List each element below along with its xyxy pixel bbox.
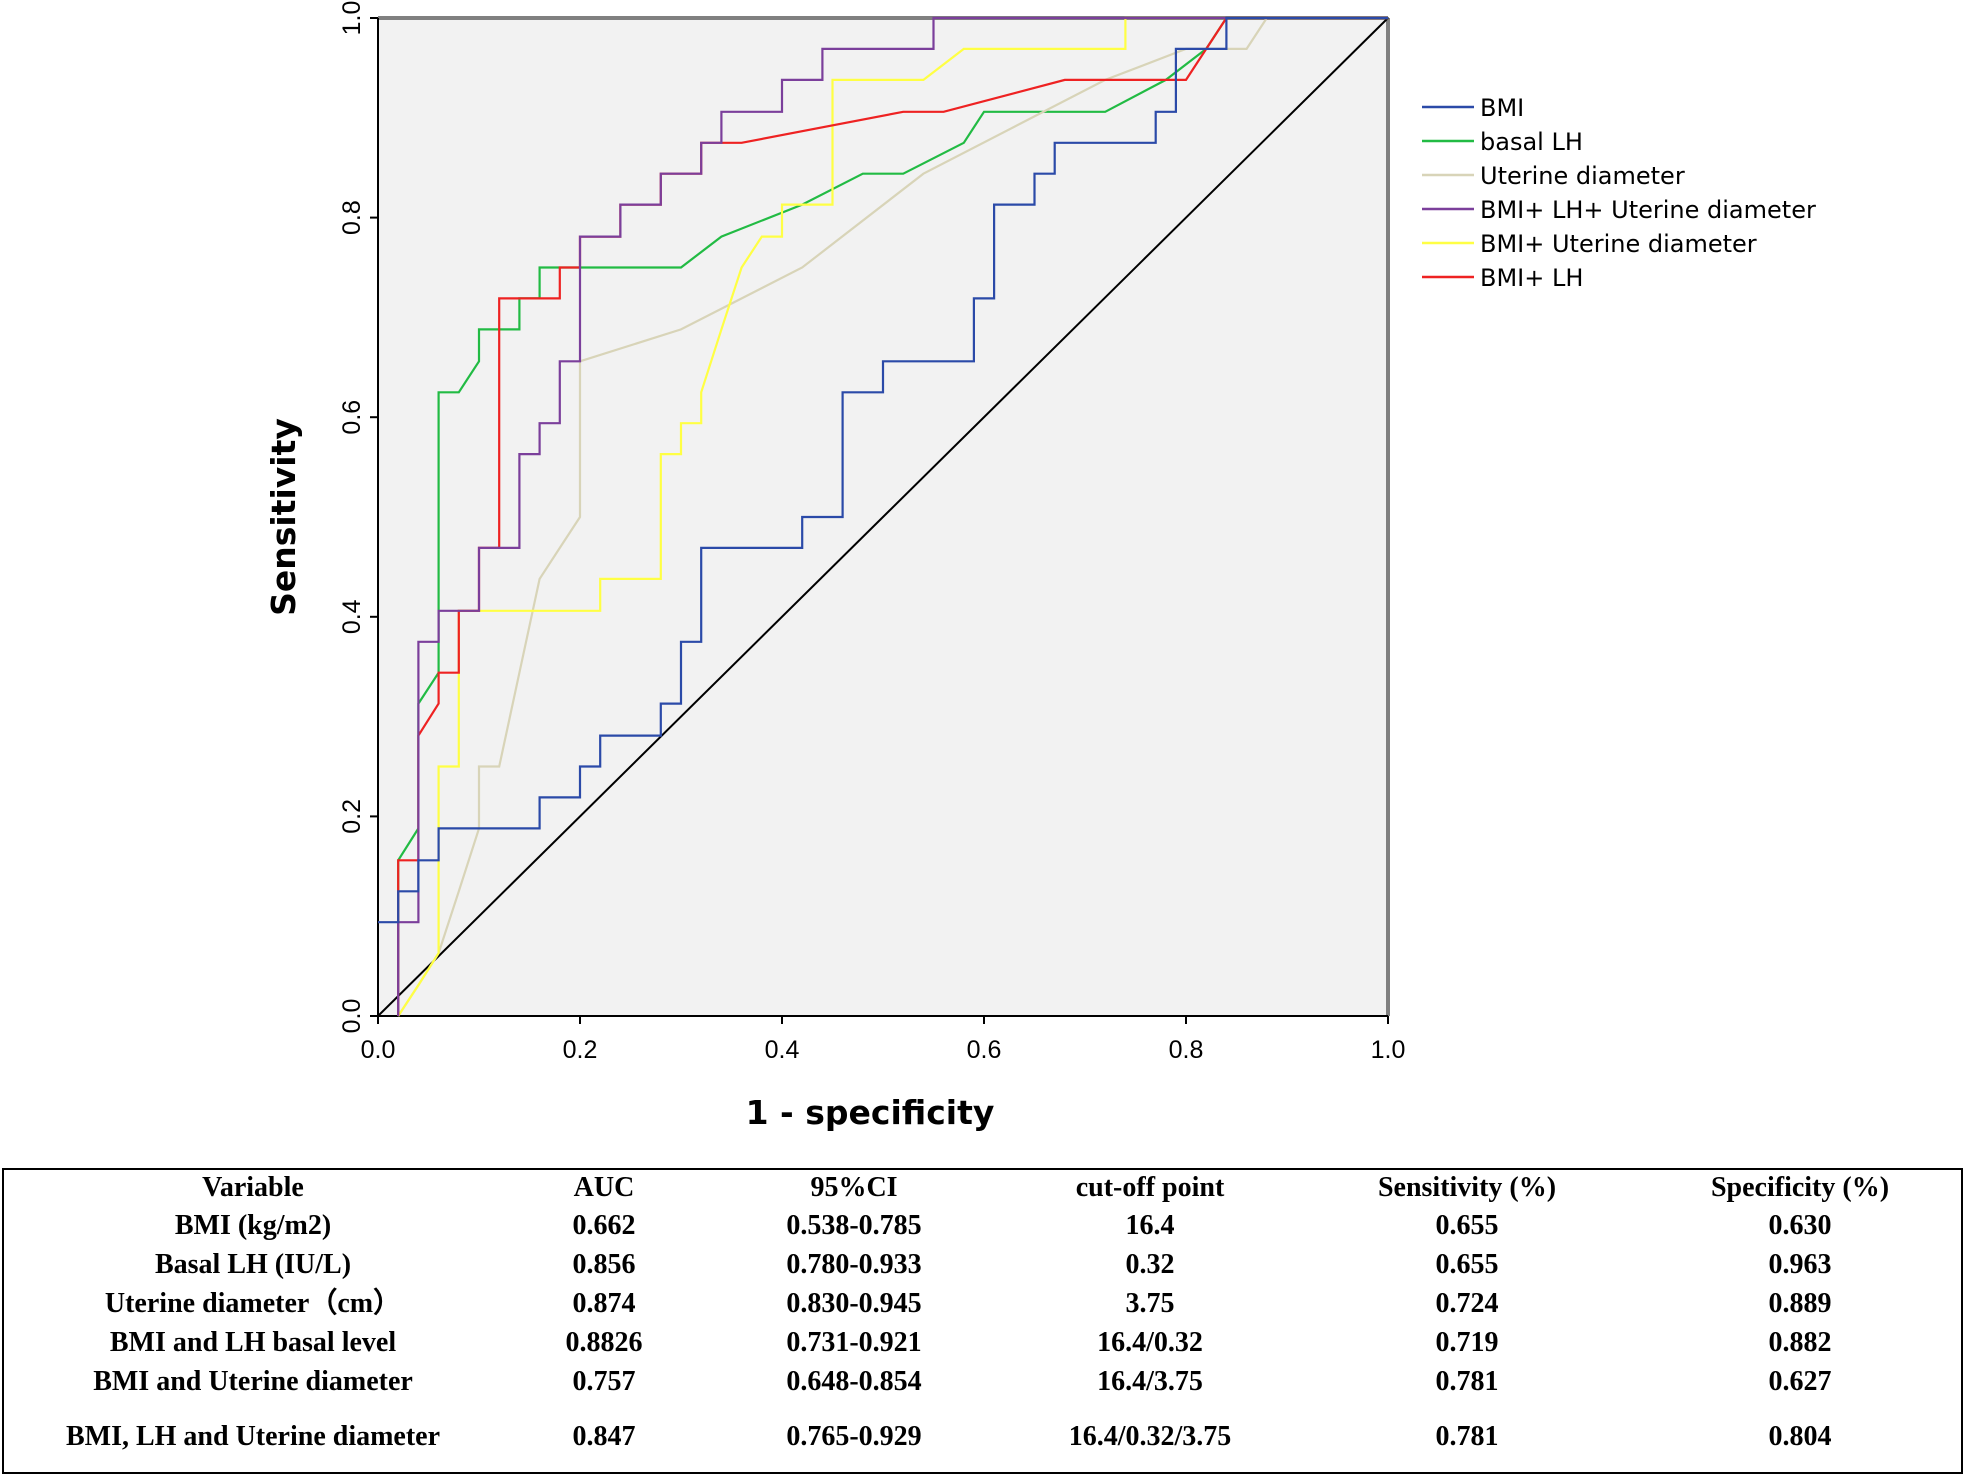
cell-auc: 0.8826 bbox=[565, 1327, 643, 1358]
table-header-row: Variable AUC 95%CI cut-off point Sensiti… bbox=[4, 1170, 1961, 1206]
cell-specificity: 0.804 bbox=[1768, 1421, 1832, 1452]
cell-sensitivity: 0.719 bbox=[1435, 1327, 1499, 1358]
header-specificity: Specificity (%) bbox=[1710, 1172, 1890, 1203]
cell-specificity: 0.630 bbox=[1768, 1210, 1832, 1241]
cell-cutoff: 16.4 bbox=[1125, 1210, 1175, 1241]
legend-label-bmi-lh: BMI+ LH bbox=[1480, 264, 1583, 292]
table-row: BMI, LH and Uterine diameter 0.847 0.765… bbox=[4, 1419, 1961, 1455]
header-cutoff: cut-off point bbox=[1075, 1172, 1225, 1203]
table-row: BMI (kg/m2) 0.662 0.538-0.785 16.4 0.655… bbox=[4, 1208, 1961, 1244]
cell-cutoff: 16.4/3.75 bbox=[1097, 1366, 1203, 1397]
series-line-uterine-diameter bbox=[397, 16, 1388, 1017]
table-row: BMI and Uterine diameter 0.757 0.648-0.8… bbox=[4, 1364, 1961, 1400]
table-row: BMI and LH basal level 0.8826 0.731-0.92… bbox=[4, 1325, 1961, 1361]
series-line-bmi bbox=[378, 16, 1388, 924]
x-tick-label: 1.0 bbox=[1371, 1036, 1406, 1064]
header-sensitivity: Sensitivity (%) bbox=[1377, 1172, 1557, 1203]
cell-variable: BMI and LH basal level bbox=[109, 1327, 397, 1358]
table-row: Basal LH (IU/L) 0.856 0.780-0.933 0.32 0… bbox=[4, 1247, 1961, 1283]
cell-auc: 0.847 bbox=[572, 1421, 636, 1452]
x-tick-label: 0.4 bbox=[765, 1036, 800, 1064]
legend-label-uterine-diameter: Uterine diameter bbox=[1480, 162, 1685, 190]
header-auc: AUC bbox=[573, 1172, 635, 1203]
cell-auc: 0.757 bbox=[572, 1366, 636, 1397]
cell-cutoff: 16.4/0.32/3.75 bbox=[1068, 1421, 1232, 1452]
cell-cutoff: 16.4/0.32 bbox=[1097, 1327, 1203, 1358]
header-ci: 95%CI bbox=[810, 1172, 898, 1203]
cell-cutoff: 3.75 bbox=[1125, 1288, 1175, 1319]
cell-sensitivity: 0.724 bbox=[1435, 1288, 1499, 1319]
cell-variable: BMI, LH and Uterine diameter bbox=[65, 1421, 441, 1452]
cell-ci: 0.731-0.921 bbox=[786, 1327, 922, 1358]
x-tick-label: 0.2 bbox=[563, 1036, 598, 1064]
cell-sensitivity: 0.655 bbox=[1435, 1210, 1499, 1241]
cell-ci: 0.830-0.945 bbox=[786, 1288, 922, 1319]
cell-ci: 0.765-0.929 bbox=[786, 1421, 922, 1452]
series-line-bmi-uterine-diameter bbox=[397, 16, 1388, 1017]
x-tick-label: 0.8 bbox=[1169, 1036, 1204, 1064]
cell-ci: 0.648-0.854 bbox=[786, 1366, 922, 1397]
legend-label-bmi-uterine-diameter: BMI+ Uterine diameter bbox=[1480, 230, 1757, 258]
cell-auc: 0.856 bbox=[572, 1249, 636, 1280]
roc-series-group bbox=[378, 16, 1388, 1017]
cell-ci: 0.780-0.933 bbox=[786, 1249, 922, 1280]
cell-specificity: 0.882 bbox=[1768, 1327, 1832, 1358]
y-axis-ticks: 0.0 0.2 0.4 0.6 0.8 1.0 bbox=[338, 1, 378, 1034]
results-table: Variable AUC 95%CI cut-off point Sensiti… bbox=[2, 1168, 1963, 1474]
y-tick-label: 0.0 bbox=[338, 999, 366, 1034]
cell-cutoff: 0.32 bbox=[1125, 1249, 1175, 1280]
cell-variable: BMI and Uterine diameter bbox=[93, 1366, 413, 1397]
x-tick-label: 0.0 bbox=[361, 1036, 396, 1064]
y-tick-label: 0.6 bbox=[338, 400, 366, 435]
x-axis-title: 1 - specificity bbox=[746, 1093, 995, 1132]
y-tick-label: 0.2 bbox=[338, 799, 366, 834]
roc-chart: 0.0 0.2 0.4 0.6 0.8 1.0 0.0 0.2 0.4 0.6 0.8 1.0 1 … bbox=[264, 1, 1816, 1132]
legend: BMI basal LH Uterine diameter BMI+ LH+ Uter… bbox=[1422, 94, 1816, 292]
x-tick-label: 0.6 bbox=[967, 1036, 1002, 1064]
y-axis-title: Sensitivity bbox=[264, 418, 303, 616]
cell-auc: 0.662 bbox=[572, 1210, 636, 1241]
x-axis-ticks: 0.0 0.2 0.4 0.6 0.8 1.0 bbox=[361, 1016, 1406, 1064]
legend-label-bmi: BMI bbox=[1480, 94, 1524, 122]
cell-specificity: 0.627 bbox=[1768, 1366, 1832, 1397]
cell-specificity: 0.889 bbox=[1768, 1288, 1832, 1319]
header-variable: Variable bbox=[202, 1172, 304, 1203]
cell-variable: Basal LH (IU/L) bbox=[154, 1249, 352, 1280]
y-tick-label: 1.0 bbox=[338, 1, 366, 36]
cell-sensitivity: 0.655 bbox=[1435, 1249, 1499, 1280]
legend-label-basal-lh: basal LH bbox=[1480, 128, 1583, 156]
cell-variable: BMI (kg/m2) bbox=[174, 1210, 332, 1241]
cell-sensitivity: 0.781 bbox=[1435, 1366, 1499, 1397]
cell-ci: 0.538-0.785 bbox=[786, 1210, 922, 1241]
cell-sensitivity: 0.781 bbox=[1435, 1421, 1499, 1452]
cell-specificity: 0.963 bbox=[1768, 1249, 1832, 1280]
y-tick-label: 0.4 bbox=[338, 599, 366, 634]
cell-variable: Uterine diameter（cm） bbox=[104, 1288, 402, 1319]
series-line-bmi-lh-uterine-diameter bbox=[397, 16, 1388, 1016]
legend-label-bmi-lh-uterine-diameter: BMI+ LH+ Uterine diameter bbox=[1480, 196, 1816, 224]
reference-diagonal bbox=[377, 17, 1389, 1017]
y-tick-label: 0.8 bbox=[338, 200, 366, 235]
cell-auc: 0.874 bbox=[572, 1288, 636, 1319]
table-row: Uterine diameter（cm） 0.874 0.830-0.945 3… bbox=[4, 1286, 1961, 1322]
